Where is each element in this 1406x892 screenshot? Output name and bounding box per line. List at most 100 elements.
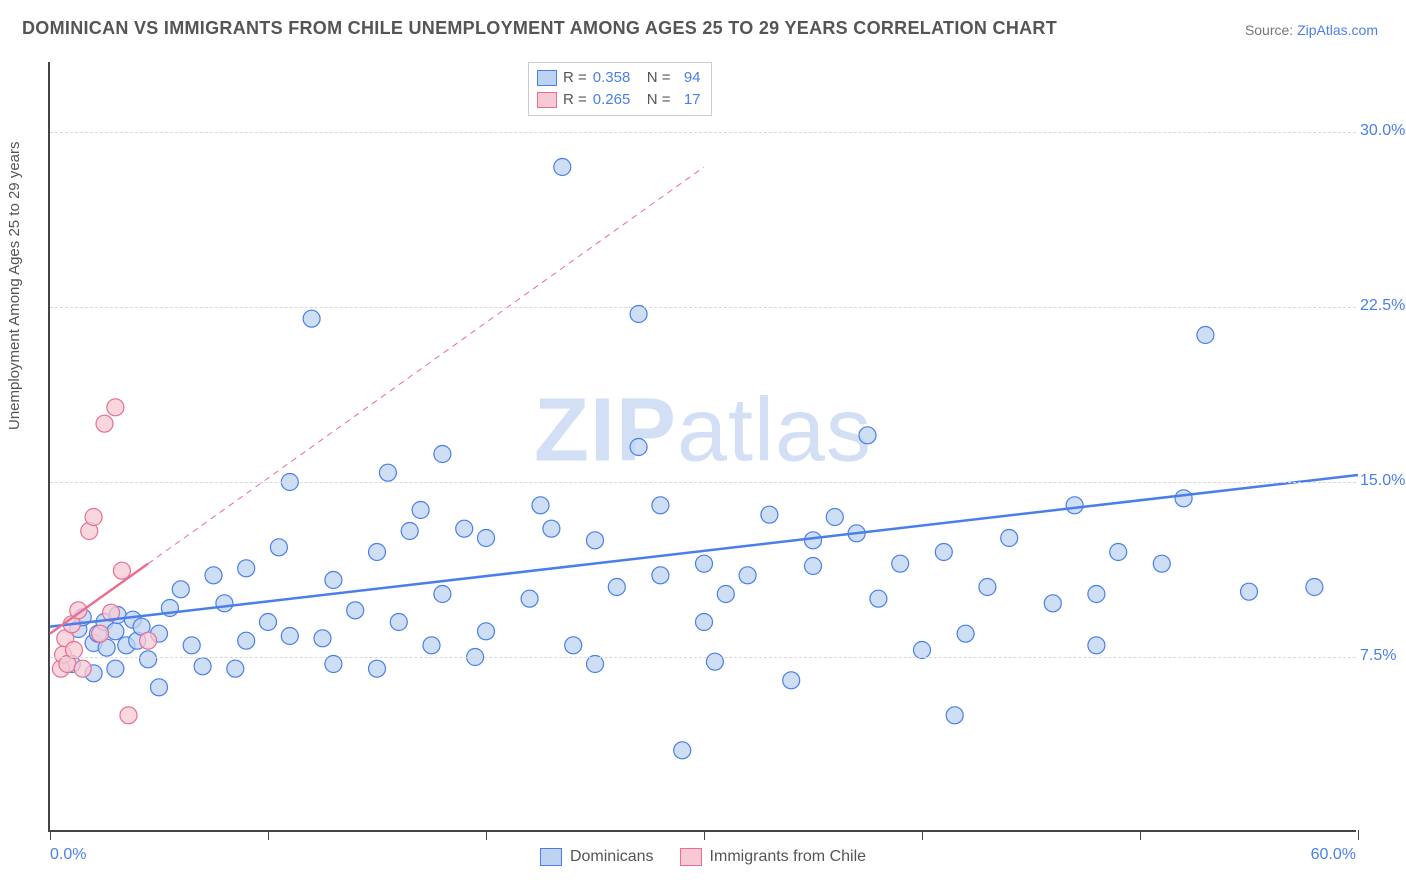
source-attribution: Source: ZipAtlas.com xyxy=(1245,22,1378,38)
data-point xyxy=(216,595,233,612)
data-point xyxy=(1044,595,1061,612)
legend-swatch xyxy=(537,70,557,86)
data-point xyxy=(172,581,189,598)
data-point xyxy=(1306,579,1323,596)
data-point xyxy=(739,567,756,584)
data-point xyxy=(587,656,604,673)
r-value: 0.358 xyxy=(593,67,641,89)
y-tick-label: 7.5% xyxy=(1360,647,1396,665)
n-value: 17 xyxy=(677,89,701,111)
data-point xyxy=(74,660,91,677)
x-tick-max-label: 60.0% xyxy=(1311,846,1356,864)
r-label: R = xyxy=(563,89,587,111)
data-point xyxy=(434,586,451,603)
data-point xyxy=(805,532,822,549)
source-link[interactable]: ZipAtlas.com xyxy=(1297,22,1378,38)
data-point xyxy=(652,567,669,584)
data-point xyxy=(783,672,800,689)
data-point xyxy=(390,614,407,631)
legend-swatch xyxy=(540,848,562,866)
r-label: R = xyxy=(563,67,587,89)
data-point xyxy=(325,572,342,589)
source-label: Source: xyxy=(1245,22,1297,38)
correlation-legend-row: R = 0.265 N = 17 xyxy=(537,89,701,111)
data-point xyxy=(260,614,277,631)
data-point xyxy=(696,555,713,572)
data-point xyxy=(140,632,157,649)
data-point xyxy=(412,502,429,519)
data-point xyxy=(1153,555,1170,572)
data-point xyxy=(65,642,82,659)
data-point xyxy=(107,623,124,640)
data-point xyxy=(194,658,211,675)
data-point xyxy=(303,310,320,327)
data-point xyxy=(652,497,669,514)
data-point xyxy=(1088,637,1105,654)
data-point xyxy=(270,539,287,556)
data-point xyxy=(805,558,822,575)
series-legend-label: Immigrants from Chile xyxy=(710,848,866,866)
gridline xyxy=(50,657,1356,658)
data-point xyxy=(946,707,963,724)
data-point xyxy=(120,707,137,724)
data-point xyxy=(107,399,124,416)
data-point xyxy=(183,637,200,654)
data-point xyxy=(369,660,386,677)
data-point xyxy=(456,520,473,537)
data-point xyxy=(761,506,778,523)
y-tick-label: 30.0% xyxy=(1360,122,1405,140)
gridline xyxy=(50,482,1356,483)
data-point xyxy=(478,530,495,547)
data-point xyxy=(401,523,418,540)
chart-title: DOMINICAN VS IMMIGRANTS FROM CHILE UNEMP… xyxy=(22,18,1057,39)
plot-area: ZIPatlas R =0.358N =94R =0.265N =17 0.0%… xyxy=(48,62,1356,832)
data-point xyxy=(92,625,109,642)
data-point xyxy=(347,602,364,619)
series-legend-label: Dominicans xyxy=(570,848,654,866)
data-point xyxy=(630,306,647,323)
gridline xyxy=(50,132,1356,133)
x-tick xyxy=(704,830,705,840)
data-point xyxy=(1066,497,1083,514)
series-legend: Dominicans Immigrants from Chile xyxy=(540,848,866,866)
data-point xyxy=(608,579,625,596)
data-point xyxy=(870,590,887,607)
x-tick-min-label: 0.0% xyxy=(50,846,86,864)
correlation-legend-row: R =0.358N =94 xyxy=(537,67,701,89)
x-tick xyxy=(922,830,923,840)
data-point xyxy=(565,637,582,654)
r-value: 0.265 xyxy=(593,89,641,111)
data-point xyxy=(238,632,255,649)
data-point xyxy=(674,742,691,759)
data-point xyxy=(587,532,604,549)
data-point xyxy=(205,567,222,584)
legend-swatch xyxy=(537,92,557,108)
chart-svg xyxy=(50,62,1356,830)
data-point xyxy=(717,586,734,603)
series-legend-item: Immigrants from Chile xyxy=(680,848,866,866)
data-point xyxy=(1110,544,1127,561)
x-tick xyxy=(1140,830,1141,840)
data-point xyxy=(281,628,298,645)
data-point xyxy=(859,427,876,444)
data-point xyxy=(521,590,538,607)
data-point xyxy=(1197,327,1214,344)
data-point xyxy=(979,579,996,596)
correlation-legend: R = 0.358 N = 94R = 0.265 N = 17 xyxy=(528,62,712,116)
data-point xyxy=(630,439,647,456)
data-point xyxy=(140,651,157,668)
data-point xyxy=(706,653,723,670)
data-point xyxy=(1241,583,1258,600)
x-tick xyxy=(50,830,51,840)
y-tick-label: 15.0% xyxy=(1360,472,1405,490)
data-point xyxy=(369,544,386,561)
data-point xyxy=(1088,586,1105,603)
y-axis-label: Unemployment Among Ages 25 to 29 years xyxy=(6,141,23,430)
x-tick xyxy=(486,830,487,840)
n-value: 94 xyxy=(677,67,701,89)
data-point xyxy=(238,560,255,577)
data-point xyxy=(151,679,168,696)
legend-swatch xyxy=(680,848,702,866)
data-point xyxy=(379,464,396,481)
n-label: N = xyxy=(647,89,671,111)
